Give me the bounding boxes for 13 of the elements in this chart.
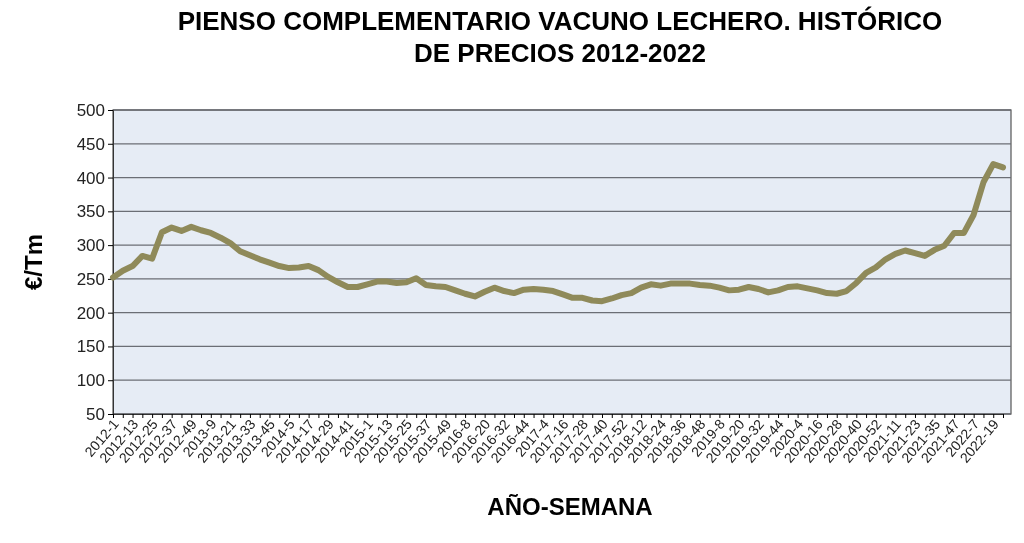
y-tick-label: 450 bbox=[76, 134, 105, 154]
y-tick-label: 250 bbox=[76, 269, 105, 289]
y-tick-label: 500 bbox=[76, 100, 105, 120]
y-tick-label: 100 bbox=[76, 371, 105, 391]
y-tick-label: 200 bbox=[76, 303, 105, 323]
y-axis-title: €/Tm bbox=[20, 233, 47, 291]
y-tick-label: 350 bbox=[76, 202, 105, 222]
y-tick-label: 300 bbox=[76, 236, 105, 256]
x-axis-title: AÑO-SEMANA bbox=[487, 493, 653, 520]
y-tick-label: 50 bbox=[86, 404, 105, 424]
y-tick-label: 400 bbox=[76, 168, 105, 188]
chart-title: PIENSO COMPLEMENTARIO VACUNO LECHERO. HISTÓRICO DE PRECIOS 2012-2022 bbox=[177, 6, 943, 68]
y-tick-label: 150 bbox=[76, 337, 105, 357]
